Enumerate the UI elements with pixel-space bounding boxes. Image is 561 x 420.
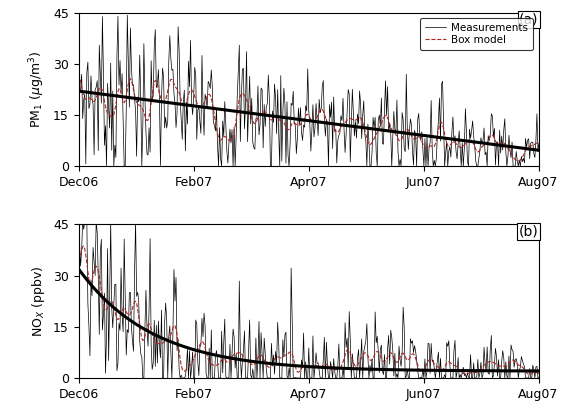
Text: (a): (a) — [519, 13, 539, 26]
Box model — [75, 71, 82, 76]
Line: Measurements: Measurements — [79, 15, 561, 166]
Measurements — [385, 129, 392, 134]
Box model — [355, 116, 362, 121]
Y-axis label: NO$_X$ (ppbv): NO$_X$ (ppbv) — [30, 265, 47, 337]
Measurements — [124, 13, 131, 18]
Legend: Measurements, Box model: Measurements, Box model — [420, 18, 534, 50]
Measurements — [323, 117, 330, 122]
Y-axis label: PM$_1$ ($\mu$g/m$^3$): PM$_1$ ($\mu$g/m$^3$) — [28, 51, 47, 128]
Text: (b): (b) — [519, 224, 539, 239]
Measurements — [502, 116, 508, 121]
Line: Box model: Box model — [79, 74, 561, 161]
Measurements — [357, 102, 364, 107]
Box model — [321, 111, 328, 116]
Box model — [499, 140, 506, 145]
Box model — [324, 120, 331, 125]
Box model — [383, 113, 390, 118]
Measurements — [103, 164, 110, 169]
Measurements — [75, 19, 82, 24]
Measurements — [326, 102, 333, 107]
Box model — [515, 158, 522, 163]
